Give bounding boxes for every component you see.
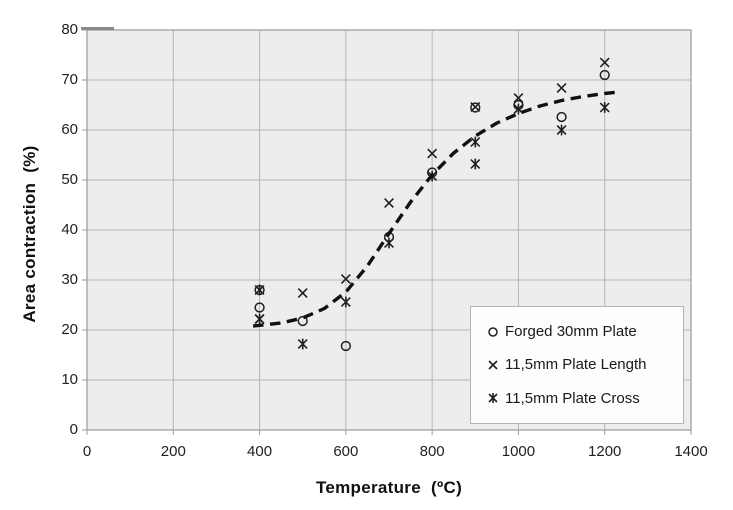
legend-marker-x-icon bbox=[488, 360, 498, 370]
x-axis-tick-label: 800 bbox=[419, 443, 445, 460]
y-axis-title: Area contraction (%) bbox=[20, 145, 39, 323]
legend-item: 11,5mm Plate Length bbox=[485, 356, 679, 373]
series-asterisk bbox=[254, 102, 610, 350]
legend-marker-asterisk-icon bbox=[488, 393, 498, 404]
legend-label: 11,5mm Plate Cross bbox=[505, 389, 640, 407]
data-point bbox=[254, 302, 265, 313]
y-axis-tick-label: 50 bbox=[61, 171, 78, 188]
y-axis-tick-label: 10 bbox=[61, 371, 78, 388]
x-axis-tick-label: 1400 bbox=[674, 443, 708, 460]
data-point bbox=[470, 136, 481, 148]
legend: Forged 30mm Plate 11,5mm Plate Length 11,5… bbox=[470, 306, 684, 424]
marker-x bbox=[488, 360, 498, 370]
data-point bbox=[513, 103, 524, 115]
data-point bbox=[340, 340, 352, 352]
axis-ticks bbox=[82, 29, 692, 435]
data-point bbox=[297, 288, 308, 298]
data-point bbox=[297, 315, 308, 327]
x-axis-tick-label: 200 bbox=[160, 443, 186, 460]
trend-line bbox=[252, 90, 619, 328]
x-axis-tick-label: 1200 bbox=[588, 443, 622, 460]
data-point bbox=[297, 338, 308, 350]
data-point bbox=[513, 93, 524, 103]
data-point bbox=[470, 158, 481, 170]
data-point bbox=[599, 102, 610, 113]
data-points bbox=[254, 57, 610, 352]
legend-marker-circle-icon bbox=[488, 326, 498, 337]
legend-item: Forged 30mm Plate bbox=[485, 323, 679, 340]
x-axis-tick-label: 600 bbox=[333, 443, 359, 460]
x-axis-tick-label: 400 bbox=[247, 443, 273, 460]
legend-label: Forged 30mm Plate bbox=[505, 323, 637, 341]
y-axis-tick-label: 60 bbox=[61, 121, 78, 138]
data-point bbox=[427, 148, 438, 159]
plot-border bbox=[81, 27, 692, 431]
legend-item: 11,5mm Plate Cross bbox=[485, 390, 679, 407]
plot-border-rect bbox=[86, 29, 692, 431]
x-axis-tick-label: 1000 bbox=[501, 443, 536, 460]
trend-line-path bbox=[252, 90, 619, 328]
data-point bbox=[599, 57, 610, 68]
y-axis-tick-label: 0 bbox=[69, 421, 78, 438]
data-point bbox=[556, 83, 567, 93]
y-axis-tick-label: 30 bbox=[61, 271, 78, 288]
data-point bbox=[384, 237, 394, 249]
data-point bbox=[340, 296, 351, 308]
marker-asterisk bbox=[488, 393, 498, 404]
y-axis-tick-label: 80 bbox=[61, 21, 78, 38]
data-point bbox=[556, 124, 567, 136]
legend-label: 11,5mm Plate Length bbox=[505, 356, 647, 374]
data-point bbox=[470, 102, 481, 112]
y-axis-tick-label: 70 bbox=[61, 71, 78, 88]
x-axis-tick-label: 0 bbox=[82, 443, 92, 460]
data-point bbox=[556, 111, 567, 123]
data-point bbox=[470, 102, 481, 113]
marker-circle bbox=[488, 326, 498, 337]
y-axis-tick-label: 40 bbox=[61, 221, 78, 238]
data-point bbox=[599, 69, 610, 81]
data-point bbox=[340, 274, 351, 284]
data-point bbox=[254, 313, 265, 325]
y-axis-tick-label: 20 bbox=[61, 321, 78, 338]
data-point bbox=[384, 198, 394, 208]
x-axis-title: Temperature (ºC) bbox=[315, 478, 463, 497]
data-point bbox=[254, 284, 265, 296]
gridlines bbox=[87, 30, 691, 430]
